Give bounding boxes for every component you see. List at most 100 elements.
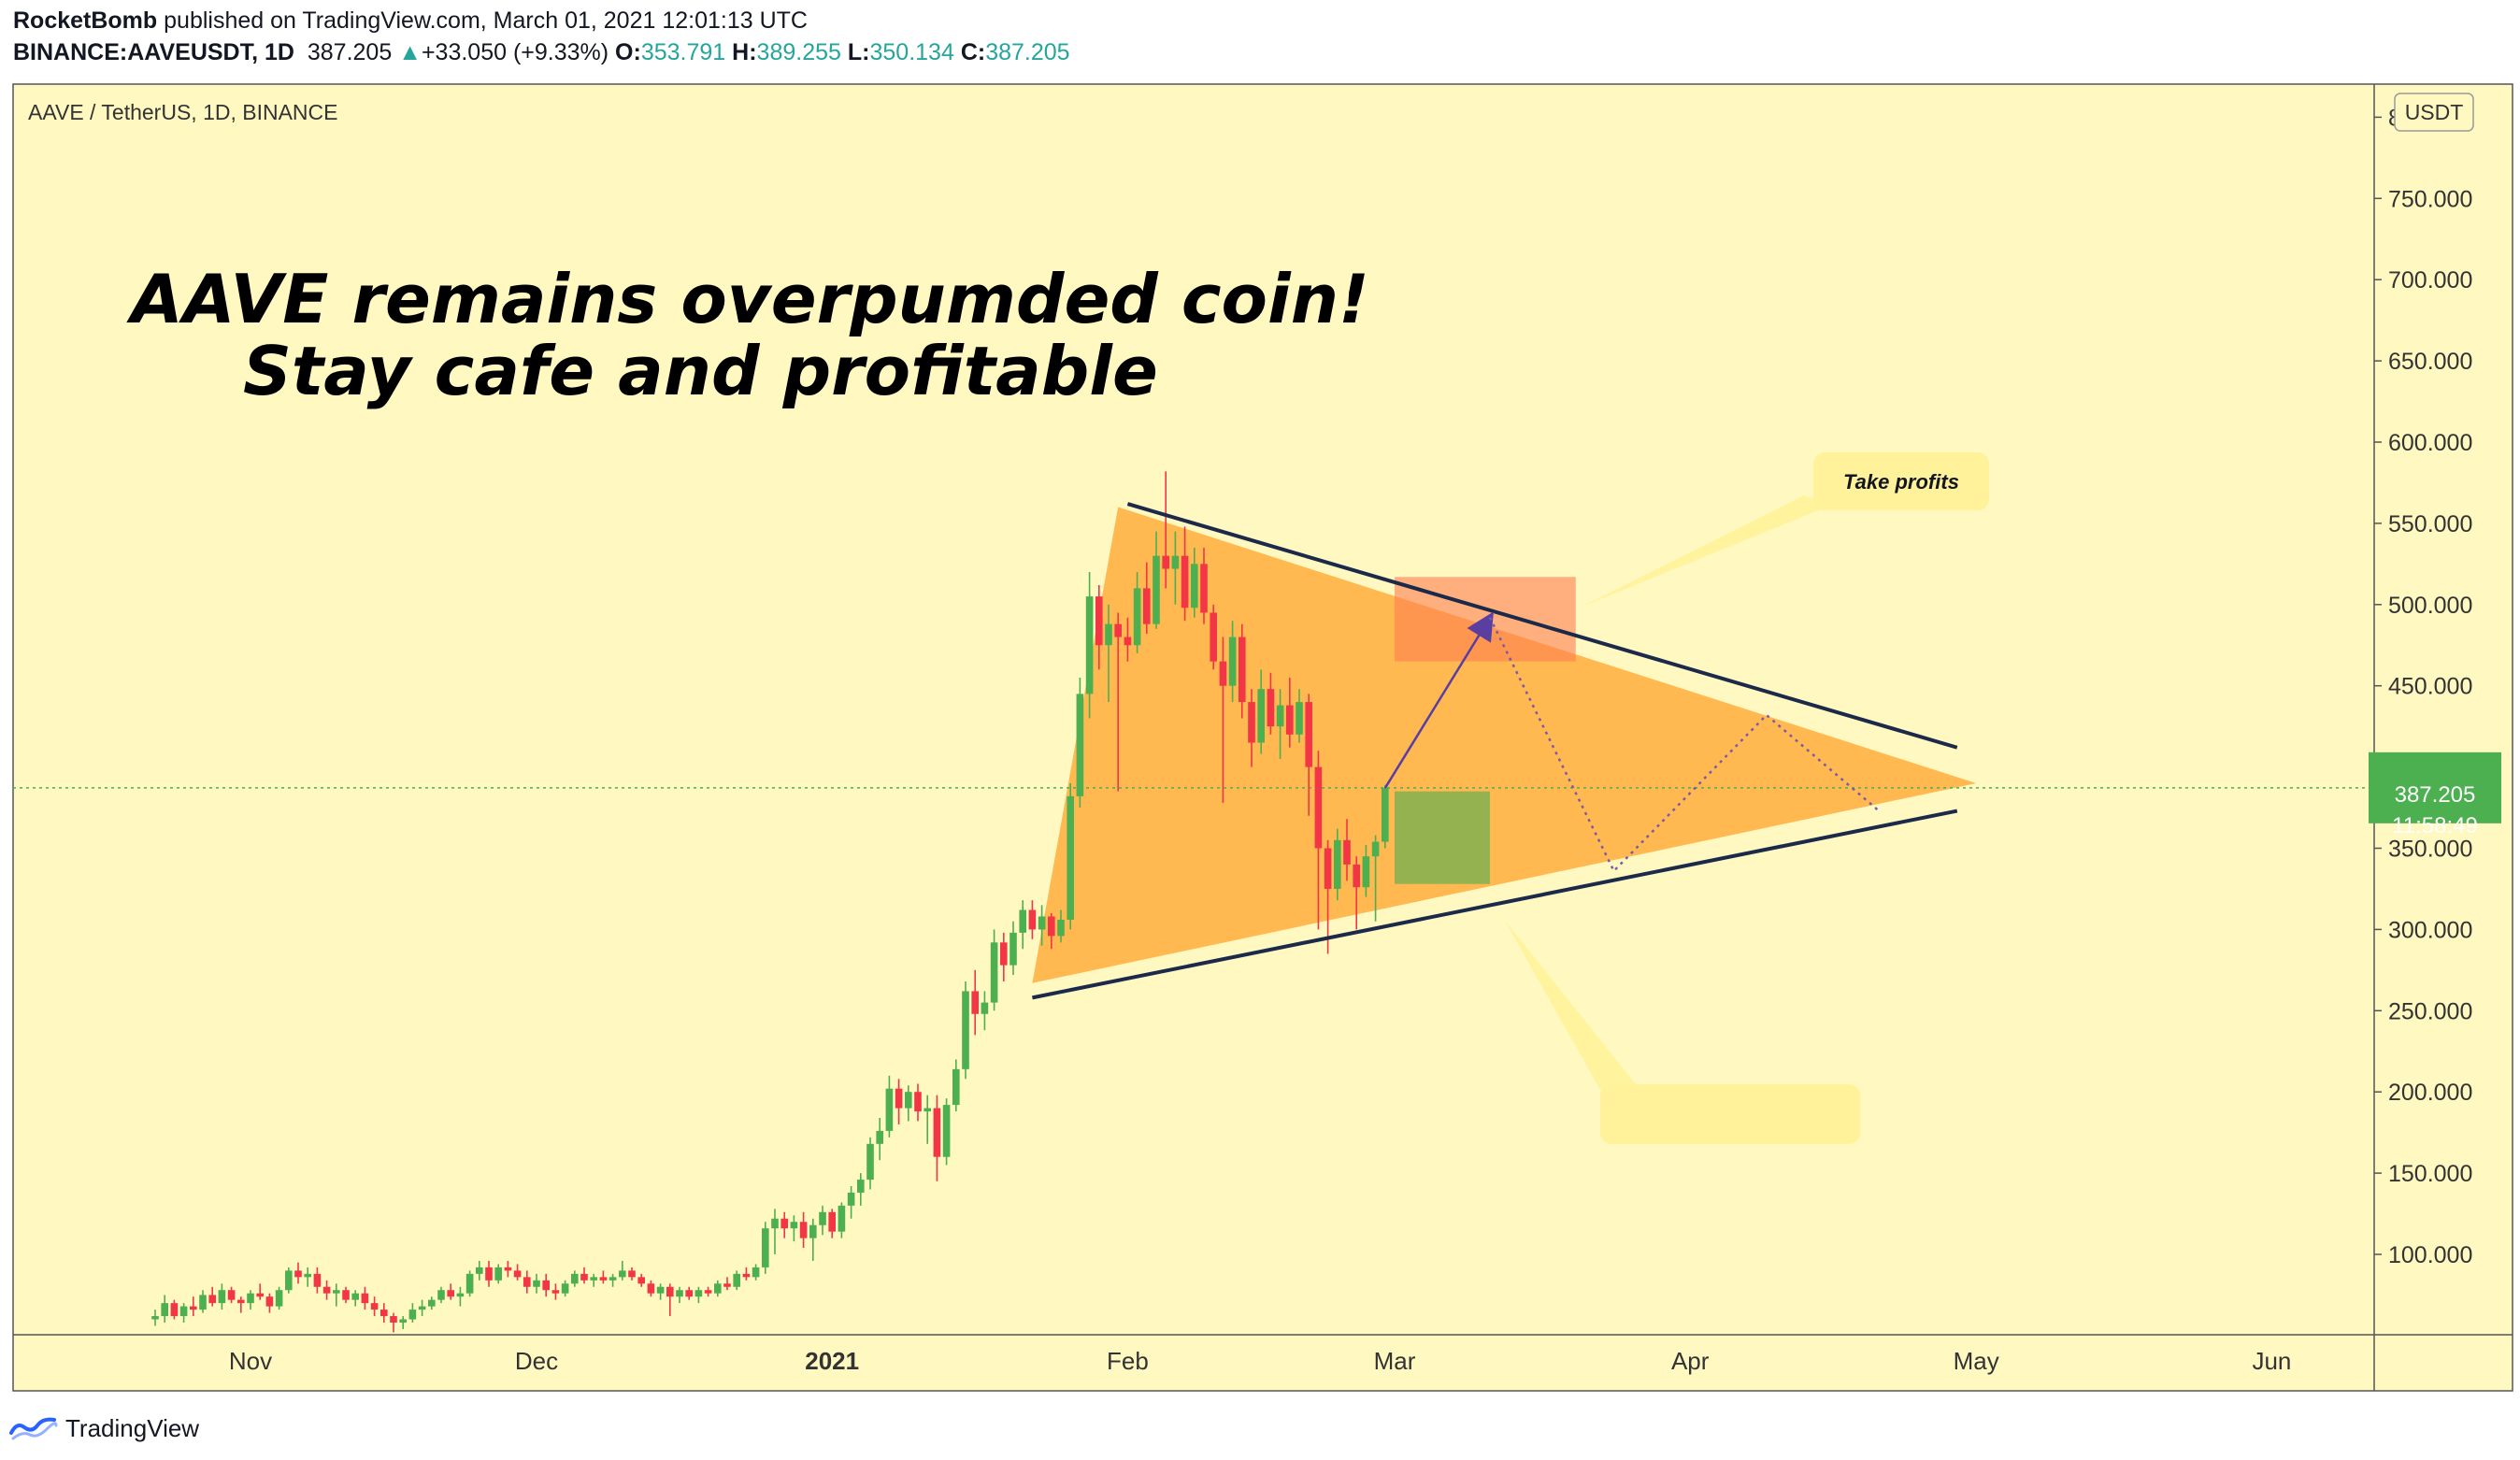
candle[interactable] [1028,900,1037,939]
candle[interactable] [971,969,979,1036]
candle[interactable] [1305,694,1312,816]
candle[interactable] [733,1270,740,1291]
currency-button[interactable] [2394,93,2474,132]
candle[interactable] [428,1296,436,1310]
candle[interactable] [1162,471,1169,589]
candle[interactable] [342,1286,350,1304]
candle[interactable] [599,1270,608,1284]
candle[interactable] [437,1286,445,1304]
candle[interactable] [465,1270,474,1297]
buying-callout[interactable] [1600,1084,1860,1144]
headline-line-1[interactable]: AAVE remains overpumded coin! [126,260,1369,338]
candles[interactable] [151,471,1389,1333]
candle[interactable] [256,1283,264,1300]
candle[interactable] [322,1280,331,1300]
candle[interactable] [1085,572,1094,719]
candle[interactable] [857,1173,865,1206]
candle[interactable] [1124,617,1132,662]
candle[interactable] [485,1260,493,1287]
candle[interactable] [962,981,969,1080]
candle[interactable] [447,1283,454,1300]
candle[interactable] [723,1277,731,1291]
buy-zone[interactable] [1395,791,1490,884]
candle[interactable] [1267,672,1275,735]
candle[interactable] [742,1267,751,1281]
candle[interactable] [580,1267,588,1284]
candle[interactable] [1239,623,1246,719]
candle[interactable] [1382,784,1389,849]
candle[interactable] [390,1312,397,1333]
candle[interactable] [456,1286,465,1307]
candle[interactable] [809,1218,817,1261]
candle[interactable] [1257,669,1265,754]
candle[interactable] [247,1290,254,1310]
candle[interactable] [294,1262,302,1284]
candle[interactable] [609,1273,617,1287]
candle[interactable] [771,1209,779,1254]
candle[interactable] [619,1260,626,1281]
candle[interactable] [1314,751,1323,930]
candle[interactable] [571,1270,579,1287]
upper-trendline[interactable] [1126,502,1958,750]
candle[interactable] [895,1079,903,1124]
candle[interactable] [1019,900,1026,950]
candle[interactable] [408,1303,417,1323]
candle[interactable] [333,1283,340,1307]
candle[interactable] [265,1293,274,1313]
candle[interactable] [1276,689,1284,759]
candle[interactable] [361,1286,369,1310]
candle[interactable] [476,1260,483,1281]
time-axis[interactable] [13,1335,2513,1391]
candle[interactable] [1334,828,1341,901]
candle[interactable] [799,1211,808,1249]
candle[interactable] [199,1290,207,1313]
tradingview-logo-icon[interactable] [9,1414,58,1442]
projection-arrow[interactable] [1383,611,1494,789]
candle[interactable] [1219,637,1227,803]
candle[interactable] [1076,678,1084,809]
candle[interactable] [780,1211,788,1238]
candle[interactable] [561,1280,569,1297]
candle[interactable] [1371,835,1380,922]
candle[interactable] [933,1095,941,1181]
candle[interactable] [828,1209,836,1238]
candle[interactable] [1048,913,1055,950]
candle[interactable] [1248,689,1255,767]
candle[interactable] [1210,604,1217,670]
candle[interactable] [637,1273,645,1287]
candle[interactable] [1362,845,1370,897]
candle[interactable] [1009,921,1017,976]
candle[interactable] [1057,909,1065,943]
candle[interactable] [656,1283,665,1300]
candle[interactable] [523,1270,531,1294]
candle[interactable] [647,1280,655,1297]
candle[interactable] [1095,584,1103,670]
candle[interactable] [313,1267,322,1294]
candle[interactable] [218,1283,226,1310]
candle[interactable] [924,1095,931,1144]
candle[interactable] [1171,531,1180,605]
candle[interactable] [1181,526,1189,622]
candle[interactable] [819,1205,826,1236]
candle[interactable] [227,1286,236,1304]
footer-brand[interactable]: TradingView [65,1413,200,1442]
candle[interactable] [275,1286,283,1310]
candle[interactable] [676,1286,683,1304]
candle[interactable] [1200,547,1208,624]
candle[interactable] [866,1137,874,1190]
candle[interactable] [914,1083,922,1122]
candle[interactable] [704,1286,712,1297]
candle[interactable] [190,1296,197,1317]
price-axis[interactable] [2374,84,2513,1335]
candle[interactable] [905,1085,912,1122]
candle[interactable] [1324,839,1332,954]
candle[interactable] [208,1286,216,1307]
candle[interactable] [504,1260,512,1278]
candle[interactable] [494,1264,502,1284]
candle[interactable] [1286,678,1294,748]
candle[interactable] [1038,905,1046,946]
triangle-pattern[interactable] [1032,507,1977,983]
candle[interactable] [418,1299,426,1317]
candle[interactable] [628,1267,636,1281]
